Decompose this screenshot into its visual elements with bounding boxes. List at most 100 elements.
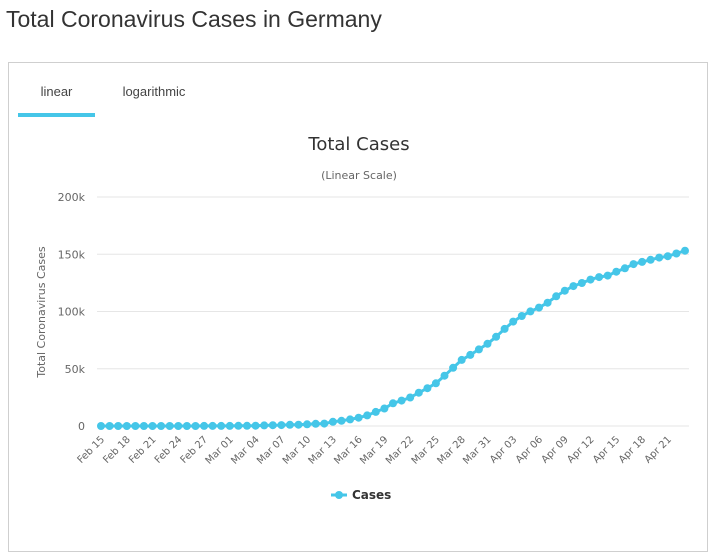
data-point[interactable] <box>397 396 406 405</box>
data-point[interactable] <box>543 298 552 307</box>
x-tick-label: Apr 15 <box>591 434 622 465</box>
data-point[interactable] <box>681 246 689 255</box>
x-tick-label: Apr 21 <box>643 434 674 465</box>
data-point[interactable] <box>500 324 509 333</box>
data-point[interactable] <box>346 415 355 424</box>
data-point[interactable] <box>483 339 492 348</box>
y-axis-label: Total Coronavirus Cases <box>35 246 48 379</box>
data-point[interactable] <box>157 422 166 430</box>
x-tick-label: Feb 15 <box>76 434 108 466</box>
data-point[interactable] <box>234 421 243 430</box>
data-point[interactable] <box>620 264 629 273</box>
data-point[interactable] <box>105 422 114 430</box>
data-point[interactable] <box>251 421 260 430</box>
data-point[interactable] <box>200 421 209 430</box>
data-point[interactable] <box>260 421 269 430</box>
x-tick-label: Mar 31 <box>461 434 493 466</box>
data-point[interactable] <box>414 388 423 397</box>
data-point[interactable] <box>337 416 346 425</box>
data-point[interactable] <box>122 422 131 430</box>
data-point[interactable] <box>646 255 655 264</box>
data-point[interactable] <box>371 407 380 416</box>
data-point[interactable] <box>457 355 466 364</box>
chart-panel: linear logarithmic Total Cases (Linear S… <box>8 62 708 552</box>
data-point[interactable] <box>474 345 483 354</box>
data-point[interactable] <box>466 350 475 359</box>
legend-marker-icon <box>335 491 343 499</box>
data-point[interactable] <box>225 421 234 430</box>
y-tick-label: 150k <box>58 248 86 261</box>
x-tick-label: Feb 18 <box>101 434 133 466</box>
tab-linear[interactable]: linear <box>18 77 95 117</box>
y-tick-label: 100k <box>58 306 86 319</box>
data-point[interactable] <box>569 282 578 291</box>
page-title: Total Coronavirus Cases in Germany <box>6 6 382 32</box>
data-point[interactable] <box>182 422 191 430</box>
data-point[interactable] <box>595 273 604 282</box>
data-point[interactable] <box>672 249 681 258</box>
data-point[interactable] <box>320 419 329 428</box>
y-tick-label: 0 <box>78 420 85 433</box>
data-point[interactable] <box>208 421 217 430</box>
line-chart: Total Cases (Linear Scale) Total Coronav… <box>35 134 689 502</box>
data-point[interactable] <box>423 384 432 393</box>
data-point[interactable] <box>97 422 105 430</box>
x-tick-label: Apr 12 <box>565 434 596 465</box>
data-point[interactable] <box>431 379 440 388</box>
data-point[interactable] <box>285 420 294 429</box>
data-point[interactable] <box>509 317 518 326</box>
data-point[interactable] <box>612 267 621 276</box>
data-point[interactable] <box>535 303 543 312</box>
data-point[interactable] <box>114 422 123 430</box>
data-point[interactable] <box>577 279 586 287</box>
legend[interactable]: Cases <box>331 488 391 502</box>
data-point[interactable] <box>655 253 664 262</box>
x-tick-label: Feb 21 <box>127 434 159 466</box>
y-axis-ticks: 0 50k 100k 150k 200k <box>58 191 86 433</box>
data-point[interactable] <box>629 260 638 269</box>
data-point[interactable] <box>277 421 286 430</box>
data-point[interactable] <box>148 422 157 430</box>
data-point[interactable] <box>517 312 526 320</box>
data-point[interactable] <box>560 286 569 295</box>
data-point[interactable] <box>363 411 372 420</box>
tab-logarithmic[interactable]: logarithmic <box>122 84 186 99</box>
data-point[interactable] <box>217 421 226 430</box>
legend-label[interactable]: Cases <box>352 488 391 502</box>
x-tick-label: Feb 24 <box>153 434 185 466</box>
data-point[interactable] <box>389 399 397 408</box>
data-point[interactable] <box>526 307 535 316</box>
x-tick-label: Apr 09 <box>540 434 571 465</box>
data-point[interactable] <box>638 257 647 266</box>
data-point[interactable] <box>191 422 200 430</box>
data-point[interactable] <box>268 421 277 430</box>
data-point[interactable] <box>328 417 337 426</box>
data-point[interactable] <box>174 422 183 430</box>
data-point[interactable] <box>380 404 389 413</box>
x-tick-label: Apr 06 <box>514 434 545 465</box>
data-point[interactable] <box>131 422 140 430</box>
data-point[interactable] <box>243 421 251 430</box>
series-cases <box>97 246 689 430</box>
data-point[interactable] <box>311 419 320 428</box>
data-point[interactable] <box>294 420 303 429</box>
data-point[interactable] <box>586 275 595 284</box>
data-point[interactable] <box>603 271 612 280</box>
data-point[interactable] <box>492 332 501 341</box>
data-point[interactable] <box>552 292 561 301</box>
data-point[interactable] <box>303 420 312 429</box>
data-point[interactable] <box>139 422 148 430</box>
chart-subtitle: (Linear Scale) <box>321 169 397 182</box>
y-tick-label: 50k <box>65 363 86 376</box>
data-point[interactable] <box>165 422 174 430</box>
data-point[interactable] <box>354 413 363 422</box>
gridlines <box>97 196 689 427</box>
x-tick-label: Apr 03 <box>488 434 519 465</box>
data-point[interactable] <box>440 371 449 380</box>
chart-title: Total Cases <box>307 134 409 155</box>
data-point[interactable] <box>449 363 458 372</box>
x-tick-label: Apr 18 <box>617 434 648 465</box>
data-point[interactable] <box>406 393 415 402</box>
data-point[interactable] <box>663 252 672 261</box>
